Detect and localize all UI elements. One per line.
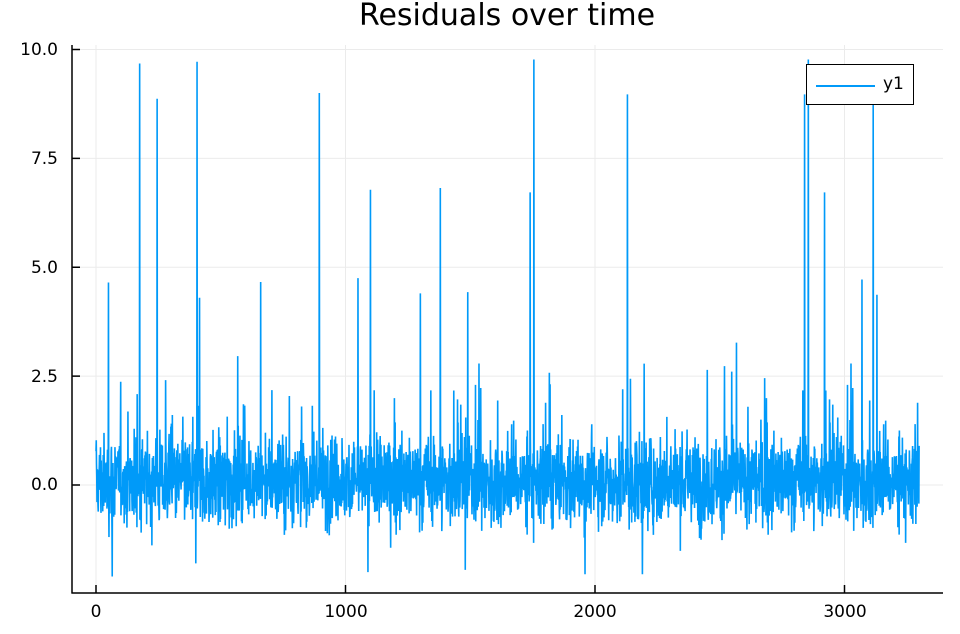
x-tick-label: 3000 [823, 602, 867, 622]
legend: y1 [806, 64, 914, 105]
x-tick-label: 2000 [573, 602, 617, 622]
x-tick-label: 1000 [324, 602, 368, 622]
y-tick-label: 2.5 [30, 367, 58, 387]
y-tick-label: 0.0 [30, 475, 58, 495]
x-tick-label: 0 [90, 602, 102, 622]
legend-label: y1 [883, 74, 904, 94]
series-line-y1 [95, 59, 920, 577]
y-tick-label: 5.0 [30, 258, 58, 278]
y-tick-label: 7.5 [30, 149, 58, 169]
y-tick-label: 10.0 [20, 40, 58, 60]
chart-title: Residuals over time [358, 0, 656, 33]
legend-line-swatch [816, 85, 875, 87]
